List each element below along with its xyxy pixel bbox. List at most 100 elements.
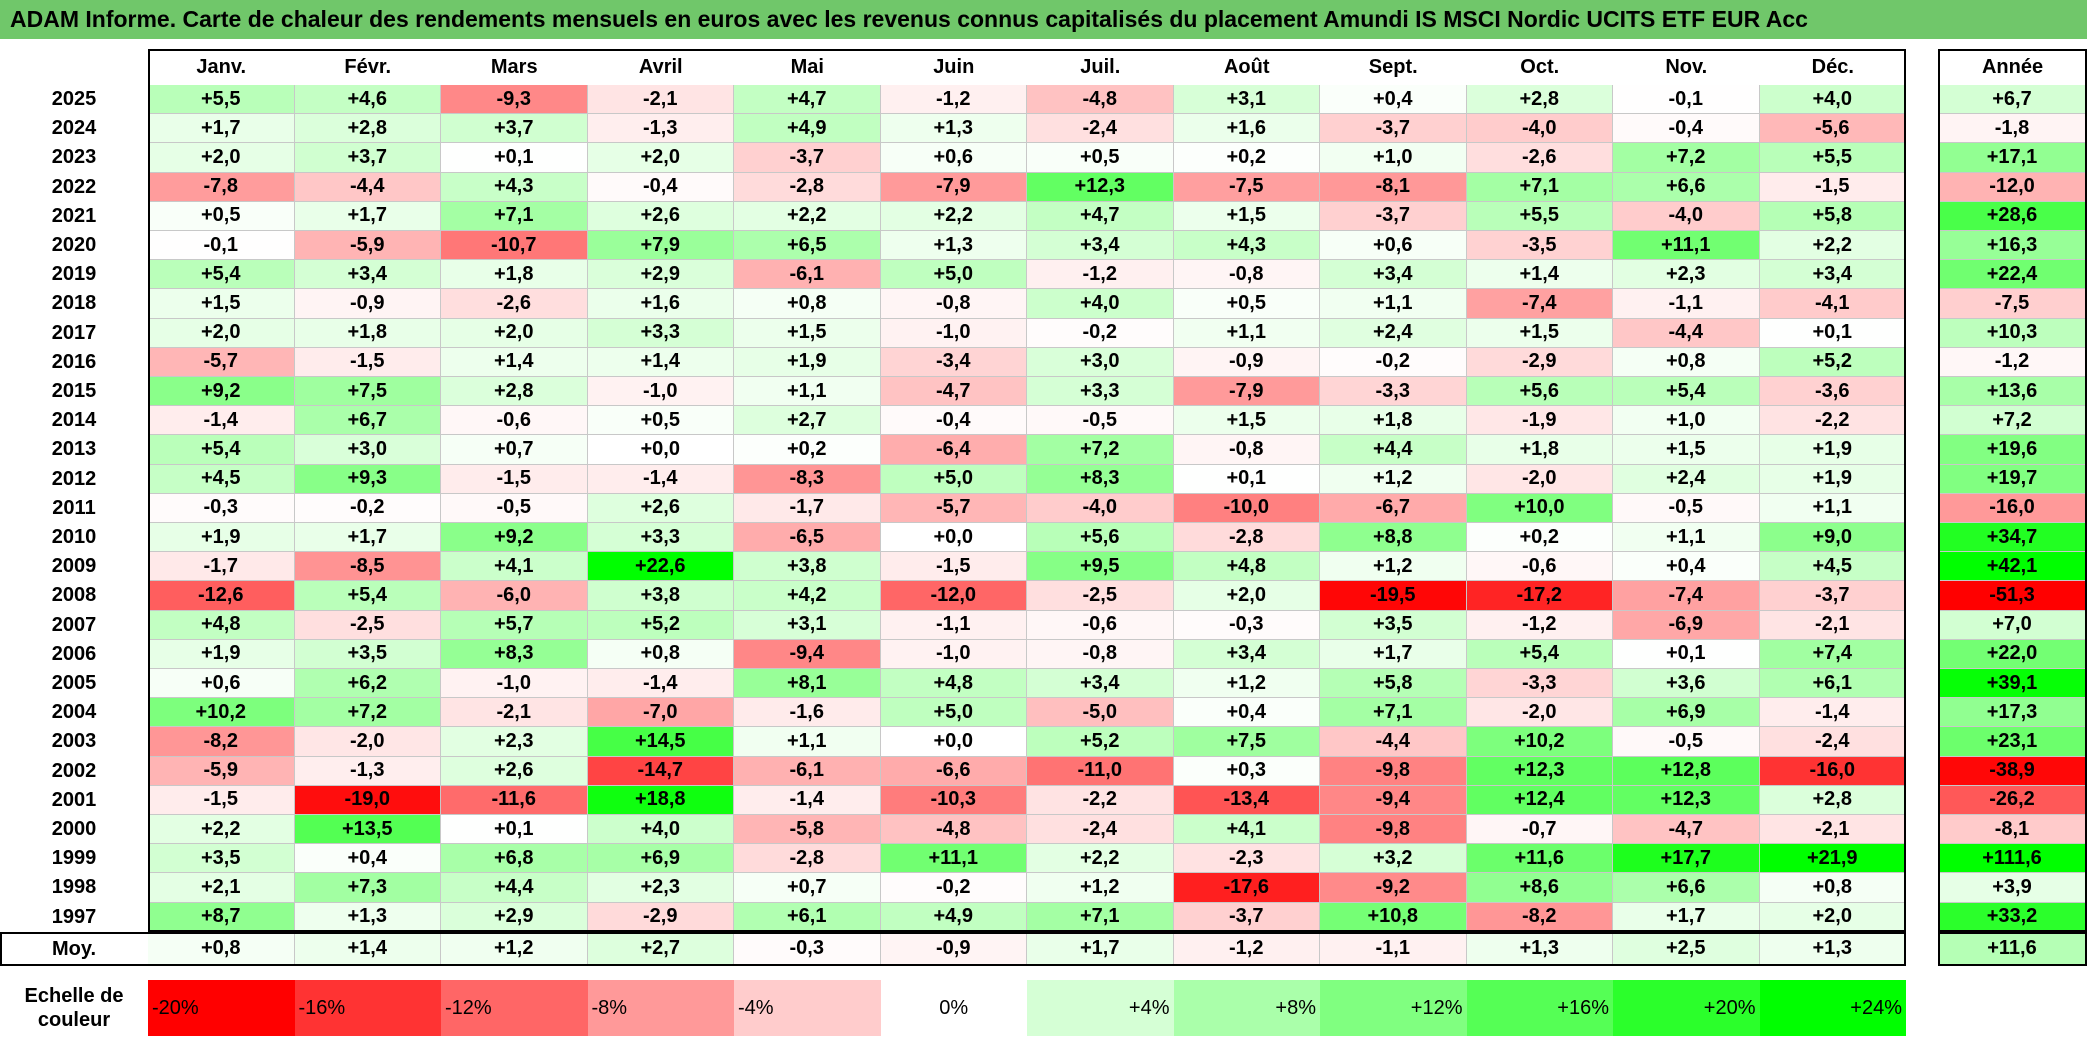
- heatmap-cell: +9,2: [441, 523, 588, 553]
- heatmap-cell: +12,3: [1466, 756, 1613, 786]
- heatmap-cell: +3,7: [441, 114, 588, 144]
- heatmap-cell: -2,0: [1466, 464, 1613, 494]
- year-label: 2008: [51, 584, 97, 607]
- heatmap-cell: -1,0: [880, 318, 1027, 348]
- heatmap-cell: +8,6: [1466, 873, 1613, 903]
- annual-cell: -38,9: [1938, 756, 2087, 786]
- heatmap-cell: +2,3: [1613, 260, 1760, 290]
- heatmap-cell: -1,1: [1613, 289, 1760, 319]
- heatmap-cell: -4,4: [294, 172, 441, 202]
- heatmap-cell: -1,2: [880, 85, 1027, 115]
- heatmap-cell: +0,1: [441, 143, 588, 173]
- heatmap-cell: -4,0: [1613, 201, 1760, 231]
- annual-cell: -51,3: [1938, 581, 2087, 611]
- heatmap-cell: +1,7: [1320, 639, 1467, 669]
- heatmap-cell: +9,5: [1027, 552, 1174, 582]
- annual-cell: +7,0: [1938, 610, 2087, 640]
- heatmap-cell: +3,2: [1320, 844, 1467, 874]
- heatmap-cell: +1,5: [1466, 318, 1613, 348]
- year-label: 2017: [51, 321, 97, 344]
- heatmap-cell: +12,8: [1613, 756, 1760, 786]
- heatmap-cell: +4,2: [734, 581, 881, 611]
- heatmap-cell: +2,3: [587, 873, 734, 903]
- heatmap-cell: +12,4: [1466, 785, 1613, 815]
- heatmap-cell: +1,5: [1173, 201, 1320, 231]
- heatmap-cell: -0,2: [880, 873, 1027, 903]
- heatmap-cell: -9,3: [441, 85, 588, 115]
- heatmap-cell: -19,5: [1320, 581, 1467, 611]
- heatmap-cell: -13,4: [1173, 785, 1320, 815]
- heatmap-cell: -2,0: [1466, 698, 1613, 728]
- heatmap-cell: +2,3: [441, 727, 588, 757]
- average-cell: -0,3: [734, 932, 881, 966]
- heatmap-cell: +6,6: [1613, 172, 1760, 202]
- heatmap-cell: +0,0: [880, 523, 1027, 553]
- heatmap-cell: +5,5: [148, 85, 295, 115]
- heatmap-cell: -4,1: [1759, 289, 1906, 319]
- heatmap-cell: -3,7: [1759, 581, 1906, 611]
- heatmap-cell: +4,9: [880, 902, 1027, 932]
- heatmap-cell: +0,4: [1173, 698, 1320, 728]
- average-cell: -1,1: [1320, 932, 1467, 966]
- heatmap-cell: -1,5: [148, 785, 295, 815]
- annual-cell: +17,1: [1938, 143, 2087, 173]
- annual-cell: -7,5: [1938, 289, 2087, 319]
- annual-cell: +19,7: [1938, 464, 2087, 494]
- heatmap-cell: +6,1: [734, 902, 881, 932]
- heatmap-cell: +3,4: [1173, 639, 1320, 669]
- heatmap-cell: +4,8: [1173, 552, 1320, 582]
- heatmap-cell: -1,4: [148, 406, 295, 436]
- year-label: 2018: [51, 292, 97, 315]
- heatmap-cell: +3,4: [1027, 231, 1174, 261]
- year-label: 2022: [51, 175, 97, 198]
- heatmap-cell: -5,6: [1759, 114, 1906, 144]
- heatmap-cell: -3,3: [1320, 377, 1467, 407]
- heatmap-cell: +1,8: [294, 318, 441, 348]
- heatmap-cell: -0,1: [148, 231, 295, 261]
- average-cell: +1,2: [441, 932, 588, 966]
- heatmap-cell: -0,1: [1613, 85, 1760, 115]
- heatmap-cell: +0,4: [1320, 85, 1467, 115]
- heatmap-cell: +7,9: [587, 231, 734, 261]
- heatmap-cell: +12,3: [1613, 785, 1760, 815]
- heatmap-cell: +21,9: [1759, 844, 1906, 874]
- heatmap-cell: +1,2: [1173, 669, 1320, 699]
- heatmap-cell: +3,5: [1320, 610, 1467, 640]
- heatmap-cell: -0,6: [1466, 552, 1613, 582]
- heatmap-cell: +11,6: [1466, 844, 1613, 874]
- heatmap-cell: -7,9: [1173, 377, 1320, 407]
- color-scale-swatch: +24%: [1759, 980, 1906, 1036]
- color-scale-swatch: -8%: [587, 980, 734, 1036]
- heatmap-cell: +0,6: [880, 143, 1027, 173]
- color-scale-label: Echelle de couleur: [24, 984, 124, 1031]
- average-cell: +0,8: [148, 932, 295, 966]
- heatmap-cell: -1,0: [441, 669, 588, 699]
- color-scale-swatch: 0%: [880, 980, 1027, 1036]
- heatmap-cell: -0,6: [441, 406, 588, 436]
- heatmap-cell: +12,3: [1027, 172, 1174, 202]
- column-header: Sept.: [1368, 55, 1418, 78]
- heatmap-cell: -9,2: [1320, 873, 1467, 903]
- heatmap-cell: +5,4: [294, 581, 441, 611]
- heatmap-cell: +1,6: [587, 289, 734, 319]
- heatmap-cell: -1,4: [587, 669, 734, 699]
- annual-cell: -16,0: [1938, 493, 2087, 523]
- heatmap-cell: +0,0: [587, 435, 734, 465]
- heatmap-cell: +0,2: [1173, 143, 1320, 173]
- year-label: 2020: [51, 234, 97, 257]
- heatmap-cell: +1,1: [734, 727, 881, 757]
- color-scale-swatch: -4%: [734, 980, 881, 1036]
- heatmap-cell: -8,1: [1320, 172, 1467, 202]
- heatmap-cell: -0,2: [1320, 347, 1467, 377]
- heatmap-cell: -2,9: [1466, 347, 1613, 377]
- heatmap-cell: -1,5: [294, 347, 441, 377]
- heatmap-cell: -7,5: [1173, 172, 1320, 202]
- heatmap-cell: -4,7: [880, 377, 1027, 407]
- heatmap-cell: -2,1: [1759, 610, 1906, 640]
- year-label: 2010: [51, 526, 97, 549]
- heatmap-cell: -2,3: [1173, 844, 1320, 874]
- heatmap-cell: +3,5: [148, 844, 295, 874]
- heatmap-cell: +1,0: [1613, 406, 1760, 436]
- heatmap-cell: -16,0: [1759, 756, 1906, 786]
- heatmap-cell: +5,4: [148, 260, 295, 290]
